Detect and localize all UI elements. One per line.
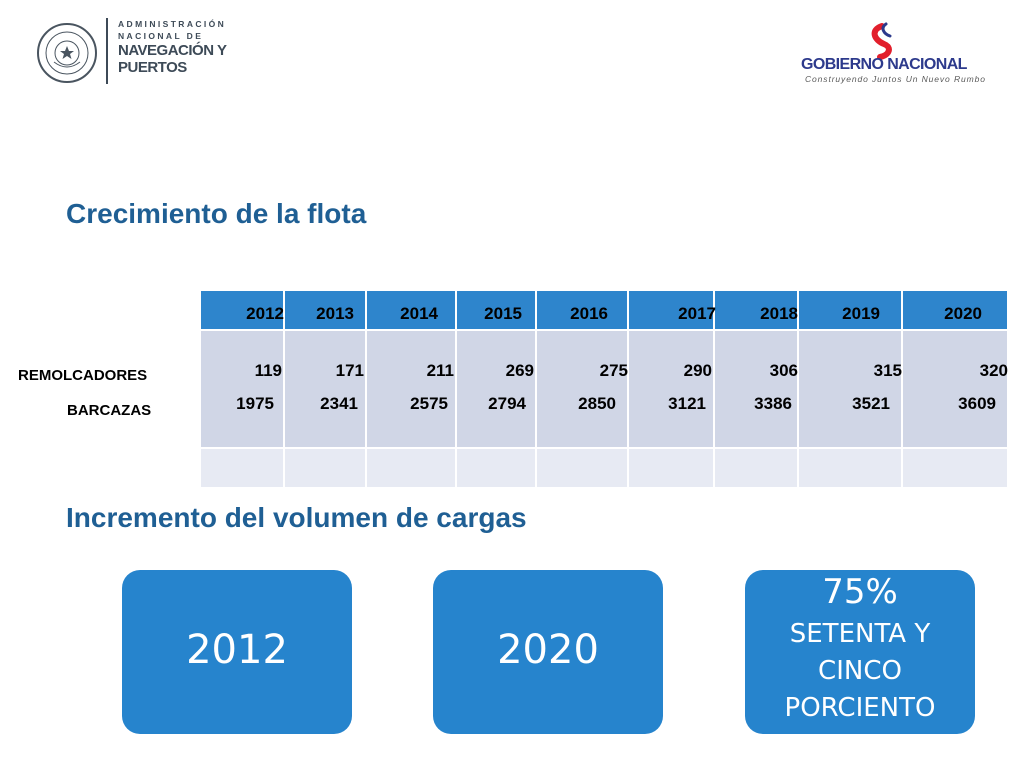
box-percent-value: 75% [822,572,898,612]
table-cell [284,448,366,488]
box-2012-label: 2012 [186,627,288,673]
gob-tagline: Construyendo Juntos Un Nuevo Rumbo [805,74,986,84]
box-percent-text: SETENTA Y CINCO PORCIENTO [745,616,975,727]
year-header-2013: 2013 [316,304,354,323]
table-cell [714,448,798,488]
table-cell [366,330,456,448]
remolcadores-value: 171 [335,361,364,380]
remolcadores-value: 320 [979,361,1008,380]
barcazas-value: 3521 [852,394,890,413]
remolcadores-value: 269 [505,361,534,380]
table-cell [902,290,1008,330]
gobierno-nacional-title: GOBIERNO NACIONAL [801,56,967,74]
table-cell [536,448,628,488]
box-percent-line2: CINCO [818,656,902,686]
remolcadores-value: 275 [599,361,628,380]
box-percent: 75% SETENTA Y CINCO PORCIENTO [745,570,975,734]
anp-line1: ADMINISTRACIÓN [118,19,227,29]
row-label-remolcadores: REMOLCADORES [18,367,148,384]
year-header-2017: 2017 [678,304,716,323]
barcazas-value: 2850 [578,394,616,413]
table-cell [456,448,536,488]
table-cell [456,290,536,330]
box-2020-label: 2020 [497,627,599,673]
table-cell [366,290,456,330]
year-header-2020: 2020 [944,304,982,323]
year-header-2019: 2019 [842,304,880,323]
barcazas-value: 2575 [410,394,448,413]
table-cell [714,330,798,448]
table-cell [456,330,536,448]
anp-line3: NAVEGACIÓN Y [118,42,227,59]
table-cell [200,330,284,448]
box-2020: 2020 [433,570,663,734]
box-percent-line3: PORCIENTO [784,693,936,723]
table-cell [798,330,902,448]
table-cell [798,448,902,488]
year-header-2016: 2016 [570,304,608,323]
table-cell [200,448,284,488]
remolcadores-value: 306 [769,361,798,380]
table-cell [284,330,366,448]
fleet-table: 2012 2013 2014 2015 2016 2017 2018 2019 2020 119 1… [200,290,1008,488]
table-cell [628,290,714,330]
year-header-2012: 2012 [246,304,284,323]
remolcadores-value: 211 [426,361,454,380]
barcazas-value: 2794 [488,394,526,413]
row-label-barcazas: BARCAZAS [67,402,152,419]
table-cell [536,330,628,448]
table-cell [902,330,1008,448]
gob-word2: NACIONAL [887,56,967,73]
anp-line2: NACIONAL DE [118,31,204,41]
barcazas-value: 3386 [754,394,792,413]
logo-divider [106,18,108,84]
table-cell [366,448,456,488]
anp-logo: ADMINISTRACIÓN NACIONAL DE NAVEGACIÓN Y … [118,18,227,76]
remolcadores-value: 119 [254,361,282,380]
table-cell [536,290,628,330]
table-cell [798,290,902,330]
barcazas-value: 3121 [668,394,706,413]
barcazas-value: 1975 [236,394,274,413]
year-header-2014: 2014 [400,304,438,323]
barcazas-value: 3609 [958,394,996,413]
remolcadores-value: 290 [683,361,712,380]
table-cell [284,290,366,330]
anp-line4: PUERTOS [118,59,187,76]
gob-word1: GOBIERNO [801,56,884,73]
table-cell [628,330,714,448]
remolcadores-value: 315 [873,361,902,380]
box-percent-line1: SETENTA Y [789,619,931,649]
barcazas-value: 2341 [320,394,358,413]
table-cell [200,290,284,330]
gobierno-nacional-emblem-icon [871,22,892,60]
box-2012: 2012 [122,570,352,734]
republica-del-paraguay-seal-icon [37,23,97,83]
table-cell [714,290,798,330]
section1-title: Crecimiento de la flota [66,198,367,229]
year-header-2018: 2018 [760,304,798,323]
table-cell [628,448,714,488]
table-cell [902,448,1008,488]
section2-title: Incremento del volumen de cargas [66,502,527,533]
year-header-2015: 2015 [484,304,522,323]
